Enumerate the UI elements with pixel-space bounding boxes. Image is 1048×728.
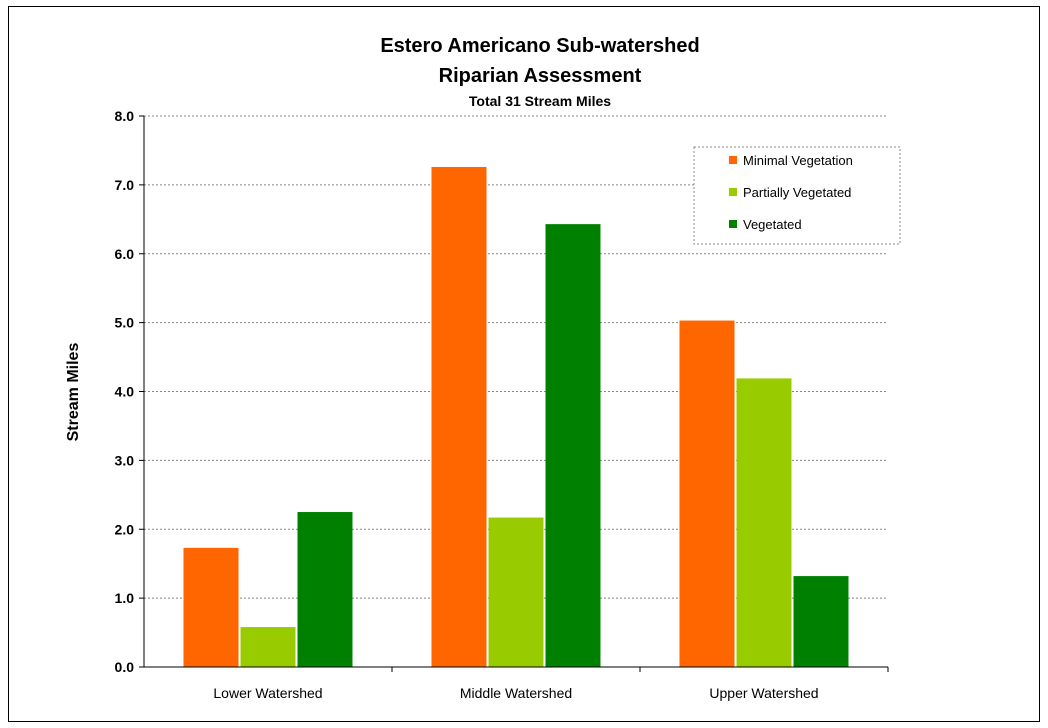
- bars: [183, 166, 849, 668]
- legend-box: [693, 146, 901, 245]
- bar: [679, 320, 735, 667]
- bar: [297, 512, 353, 667]
- bar: [488, 517, 544, 667]
- axes: [139, 115, 889, 672]
- y-tick-labels: 0.0 1.0 2.0 3.0 4.0 5.0 6.0 7.0 8.0: [115, 108, 135, 675]
- bar: [736, 378, 792, 667]
- bar: [545, 224, 601, 668]
- y-tick-label: 4.0: [115, 384, 135, 400]
- legend-swatch: [729, 156, 737, 164]
- chart-subtitle: Total 31 Stream Miles: [469, 93, 611, 109]
- y-axis-label: Stream Miles: [65, 343, 82, 442]
- legend: Minimal Vegetation Partially Vegetated Veg…: [693, 146, 901, 245]
- legend-label: Vegetated: [743, 217, 802, 232]
- chart-title-line2: Riparian Assessment: [439, 65, 642, 87]
- y-tick-label: 6.0: [115, 246, 135, 262]
- bar: [183, 547, 239, 667]
- legend-label: Minimal Vegetation: [743, 153, 853, 168]
- y-tick-label: 7.0: [115, 177, 135, 193]
- y-tick-label: 3.0: [115, 452, 135, 468]
- x-category-label: Upper Watershed: [709, 685, 818, 701]
- y-tick-label: 8.0: [115, 108, 135, 124]
- y-tick-label: 1.0: [115, 590, 135, 606]
- chart-title: Estero Americano Sub-watershed: [380, 35, 699, 57]
- bar: [240, 627, 296, 667]
- x-category-labels: Lower Watershed Middle Watershed Upper Wat…: [213, 685, 818, 701]
- bar: [793, 576, 849, 667]
- y-tick-label: 0.0: [115, 659, 135, 675]
- legend-swatch: [729, 188, 737, 196]
- legend-swatch: [729, 220, 737, 228]
- y-tick-label: 5.0: [115, 315, 135, 331]
- legend-label: Partially Vegetated: [743, 185, 851, 200]
- y-tick-label: 2.0: [115, 521, 135, 537]
- bar: [431, 166, 487, 667]
- x-category-label: Middle Watershed: [460, 685, 572, 701]
- x-category-label: Lower Watershed: [213, 685, 322, 701]
